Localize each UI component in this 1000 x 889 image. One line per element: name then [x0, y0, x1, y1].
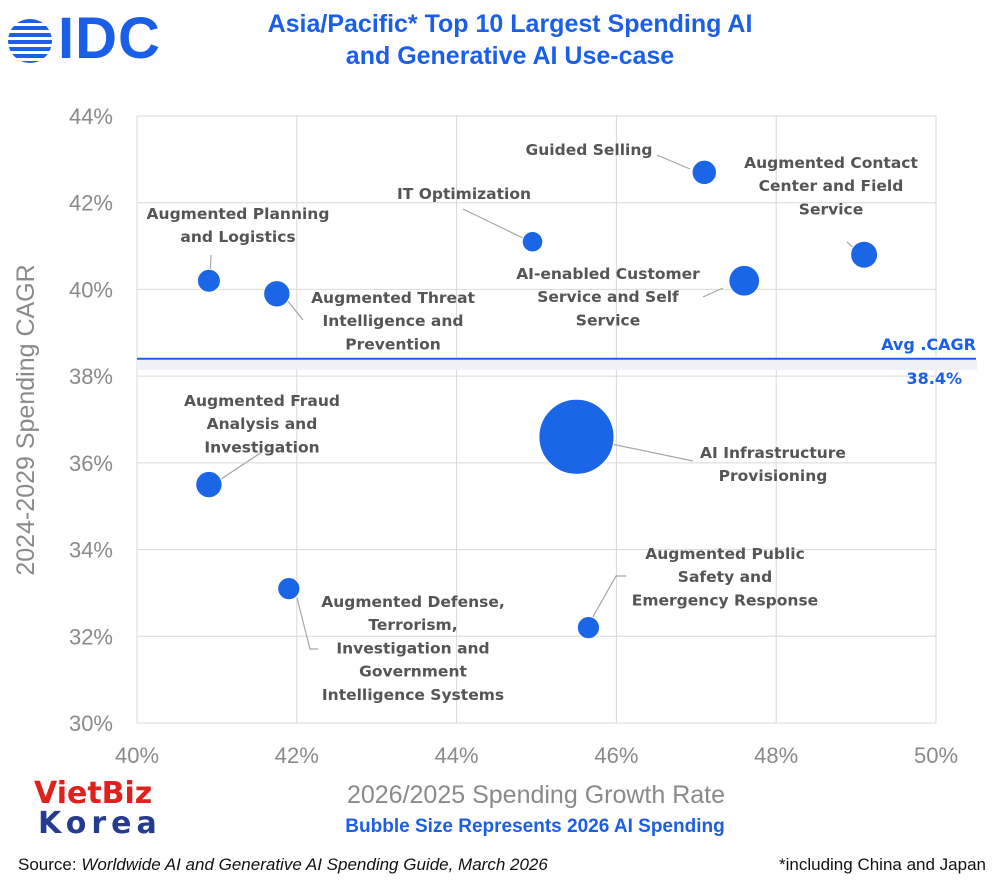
bubble-label-line: Service	[576, 311, 640, 329]
bubble-label: AI Infrastructure Provisioning	[700, 444, 846, 485]
idc-globe-icon	[8, 19, 52, 63]
bubble-label-line: Investigation	[204, 438, 319, 456]
bubble-label-line: Augmented Contact	[744, 154, 918, 172]
axis-ticks: 40% 42% 44% 46% 48% 50% 30% 32% 34% 36% 38% 40% 42% 4…	[69, 104, 958, 768]
leader-line	[462, 208, 526, 240]
y-tick-label: 38%	[69, 364, 113, 389]
x-axis-title: 2026/2025 Spending Growth Rate	[347, 781, 725, 809]
bubble-label-line: Augmented Fraud	[184, 392, 340, 410]
bubble	[850, 240, 879, 269]
bubble	[195, 470, 223, 499]
bubble-label-line: Augmented Defense,	[321, 593, 505, 611]
x-tick-label: 46%	[594, 743, 638, 768]
leader-line	[702, 287, 724, 298]
y-axis-title: 2024-2029 Spending CAGR	[12, 264, 40, 575]
bubble	[263, 280, 291, 308]
bubble-label: Augmented Planning and Logistics	[147, 205, 330, 246]
source-title: Worldwide AI and Generative AI Spending …	[81, 855, 548, 874]
bubble	[728, 264, 761, 297]
y-tick-label: 32%	[69, 624, 113, 649]
watermark-line-1: VietBiz	[34, 776, 153, 811]
bubble	[521, 230, 544, 253]
bubble	[691, 159, 718, 186]
y-tick-label: 42%	[69, 191, 113, 216]
bubble-label-line: Government	[359, 663, 467, 681]
bubble	[277, 576, 301, 601]
bubbles	[195, 159, 879, 640]
x-tick-label: 40%	[115, 743, 159, 768]
bubble-label-line: Service	[799, 200, 863, 218]
bubble-label-line: Guided Selling	[526, 141, 653, 159]
chart-title-line-1: Asia/Pacific* Top 10 Largest Spending AI	[267, 10, 753, 38]
x-tick-label: 50%	[914, 743, 958, 768]
x-tick-label: 48%	[754, 743, 798, 768]
bubble-label-line: Augmented Public	[645, 545, 805, 563]
bubble-label: Augmented Threat Intelligence and Preventi…	[311, 289, 475, 353]
bubble-label-line: AI-enabled Customer	[516, 265, 700, 283]
bubble	[576, 615, 601, 640]
bubble-label-line: Prevention	[345, 335, 441, 353]
chart-title: Asia/Pacific* Top 10 Largest Spending AI…	[230, 8, 790, 72]
bubble-label-line: Terrorism,	[368, 616, 457, 634]
bubble-label-line: and Logistics	[180, 228, 295, 246]
bubble-label: Augmented Contact Center and Field Service	[744, 154, 918, 218]
leader-line	[589, 575, 626, 623]
avg-line-shadow	[137, 359, 977, 370]
bubble-labels: Guided Selling Augmented Contact Center an…	[147, 141, 919, 704]
bubble-label: Augmented Public Safety and Emergency Resp…	[632, 545, 818, 609]
idc-logo: IDC	[6, 6, 176, 72]
leader-line	[656, 154, 691, 170]
bubble-label: IT Optimization	[397, 185, 531, 203]
bubble-label-line: Emergency Response	[632, 591, 818, 609]
grid	[136, 115, 937, 724]
bubble-label-line: Intelligence Systems	[322, 686, 504, 704]
source-note: Source: Worldwide AI and Generative AI S…	[18, 855, 548, 875]
bubble-label: AI-enabled Customer Service and Self Servi…	[516, 265, 700, 329]
region-note: *including China and Japan	[779, 855, 986, 874]
y-tick-label: 36%	[69, 451, 113, 476]
leader-line	[286, 299, 304, 321]
vietbiz-korea-watermark: VietBiz Korea	[34, 778, 204, 844]
x-tick-label: 44%	[435, 743, 479, 768]
bubble-size-note: Bubble Size Represents 2026 AI Spending	[345, 816, 725, 837]
bubble-label-line: Center and Field	[759, 177, 904, 195]
bubble-label-line: Investigation and	[336, 639, 489, 657]
x-tick-label: 42%	[275, 743, 319, 768]
y-tick-label: 44%	[69, 104, 113, 129]
bubble-label: Augmented Defense, Terrorism, Investigatio…	[321, 593, 505, 704]
bubble-label-line: IT Optimization	[397, 185, 531, 203]
bubble-label: Augmented Fraud Analysis and Investigation	[184, 392, 340, 456]
avg-cagr-label: Avg .CAGR	[881, 335, 976, 354]
bubble-label-line: AI Infrastructure	[700, 444, 846, 462]
bubble-label-line: Safety and	[678, 568, 772, 586]
y-tick-label: 30%	[69, 711, 113, 736]
bubble	[196, 268, 221, 293]
avg-cagr-line-group: Avg .CAGR 38.4%	[137, 335, 977, 388]
idc-logo-text: IDC	[58, 6, 161, 71]
bubble	[538, 398, 615, 475]
chart-title-line-2: and Generative AI Use-case	[345, 42, 675, 70]
source-prefix: Source:	[18, 855, 82, 874]
bubble-label: Guided Selling	[526, 141, 653, 159]
leader-line	[214, 451, 263, 484]
bubble-label-line: Augmented Planning	[147, 205, 330, 223]
y-tick-label: 34%	[69, 538, 113, 563]
bubble-label-line: Analysis and	[207, 415, 318, 433]
watermark-line-2: Korea	[38, 806, 162, 841]
avg-cagr-value: 38.4%	[906, 369, 962, 388]
bubble-label-line: Provisioning	[719, 467, 828, 485]
bubble-label-line: Intelligence and	[323, 312, 464, 330]
y-tick-label: 40%	[69, 277, 113, 302]
bubble-label-line: Augmented Threat	[311, 289, 475, 307]
bubble-label-line: Service and Self	[537, 288, 679, 306]
leader-line	[296, 597, 318, 650]
